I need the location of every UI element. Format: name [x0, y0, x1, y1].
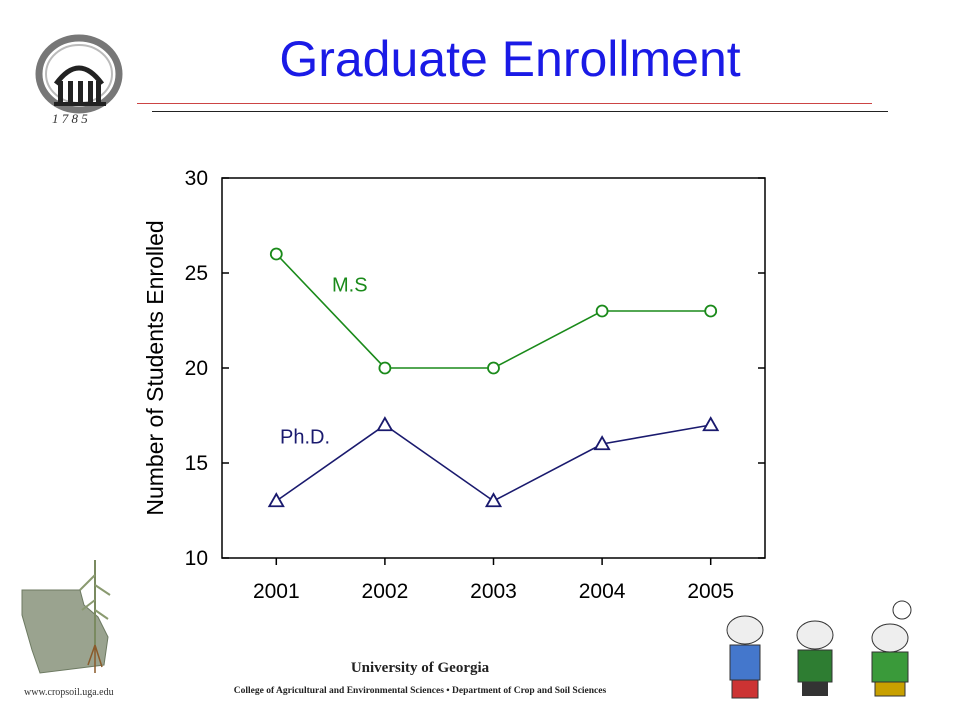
x-tick-label: 2001: [253, 580, 300, 603]
data-point: [593, 435, 611, 451]
series-label: Ph.D.: [280, 426, 330, 448]
title-divider-red: [137, 103, 872, 104]
data-point: [484, 492, 503, 508]
y-tick-label: 15: [185, 452, 208, 475]
series-line: [275, 424, 711, 502]
title-divider-black: [152, 111, 888, 112]
footer-university: University of Georgia: [350, 660, 490, 676]
x-tick-label: 2002: [362, 580, 409, 603]
logo-year: 1 7 8 5: [52, 111, 88, 126]
data-point: [487, 361, 500, 375]
y-tick-label: 20: [185, 357, 208, 380]
data-point: [376, 416, 394, 432]
x-tick-label: 2004: [579, 580, 626, 603]
georgia-plant-illustration: [21, 560, 111, 674]
footer-url: www.cropsoil.uga.edu: [24, 687, 114, 698]
data-point: [378, 361, 392, 375]
series-line: [275, 253, 711, 369]
x-tick-label: 2005: [687, 580, 734, 603]
data-point: [269, 247, 283, 261]
y-tick-label: 30: [185, 167, 208, 190]
y-tick-label: 25: [185, 262, 208, 285]
uga-arch-logo: 1 7 8 5: [35, 34, 123, 126]
y-tick-label: 10: [185, 547, 208, 570]
data-point: [595, 304, 609, 318]
bulldog-mascots-illustration: [726, 600, 912, 699]
data-point: [704, 304, 718, 318]
footer-college: College of Agricultural and Environmenta…: [233, 686, 607, 696]
series-label: M.S: [332, 274, 368, 296]
data-point: [702, 416, 720, 432]
slide-title: Graduate Enrollment: [279, 31, 741, 87]
data-point: [267, 492, 285, 508]
x-tick-label: 2003: [470, 580, 517, 603]
y-axis-label: Number of Students Enrolled: [142, 220, 168, 515]
